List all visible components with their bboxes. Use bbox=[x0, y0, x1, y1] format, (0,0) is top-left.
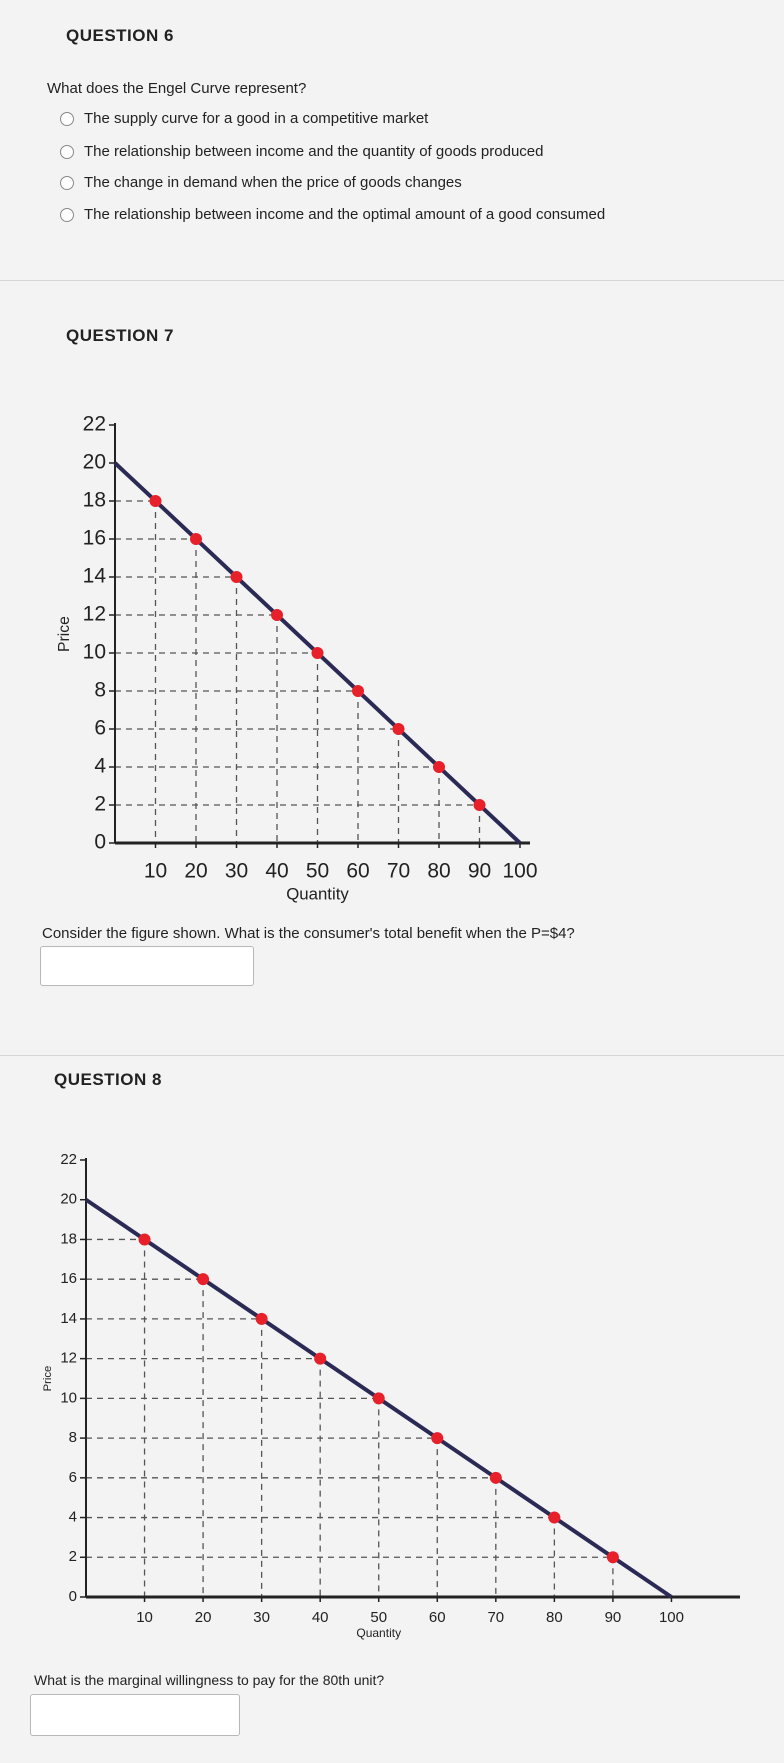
y-tick-label: 20 bbox=[83, 451, 106, 474]
y-tick-label: 6 bbox=[69, 1469, 77, 1486]
x-tick-label: 20 bbox=[184, 860, 207, 883]
y-tick-label: 22 bbox=[83, 413, 106, 436]
point bbox=[138, 1233, 151, 1246]
x-tick-label: 10 bbox=[144, 860, 167, 883]
point bbox=[314, 1352, 327, 1365]
y-tick-label: 18 bbox=[60, 1230, 77, 1247]
x-tick-label: 50 bbox=[306, 860, 329, 883]
point bbox=[190, 533, 202, 545]
y-tick-label: 6 bbox=[94, 717, 106, 740]
point bbox=[271, 609, 283, 621]
x-axis-label: Quantity bbox=[286, 884, 349, 903]
x-tick-label: 70 bbox=[387, 860, 410, 883]
question-heading: QUESTION 6 bbox=[66, 26, 174, 45]
x-tick-label: 80 bbox=[427, 860, 450, 883]
option[interactable]: The relationship between income and the … bbox=[60, 143, 543, 160]
point bbox=[311, 647, 324, 659]
y-tick-label: 0 bbox=[69, 1588, 77, 1605]
y-tick-label: 14 bbox=[83, 565, 107, 588]
y-tick-label: 8 bbox=[69, 1429, 77, 1446]
separator bbox=[0, 280, 784, 281]
point bbox=[606, 1551, 619, 1564]
x-tick-label: 100 bbox=[659, 1609, 684, 1626]
point bbox=[473, 799, 486, 811]
x-tick-label: 90 bbox=[468, 860, 491, 883]
point bbox=[489, 1471, 502, 1484]
x-tick-label: 60 bbox=[429, 1609, 446, 1626]
option-text: The relationship between income and the … bbox=[84, 143, 544, 160]
point bbox=[149, 495, 162, 507]
y-axis-label: Price bbox=[56, 616, 73, 652]
y-tick-label: 14 bbox=[60, 1310, 77, 1327]
radio[interactable] bbox=[60, 207, 74, 222]
x-axis-label: Quantity bbox=[356, 1626, 401, 1640]
x-tick-label: 40 bbox=[312, 1609, 329, 1626]
point bbox=[548, 1511, 561, 1524]
point bbox=[431, 1432, 444, 1445]
x-tick-label: 50 bbox=[370, 1609, 387, 1626]
y-tick-label: 8 bbox=[94, 679, 106, 702]
x-tick-label: 30 bbox=[253, 1609, 270, 1626]
x-tick-label: 70 bbox=[487, 1609, 504, 1626]
y-tick-label: 2 bbox=[94, 793, 106, 816]
x-tick-label: 80 bbox=[546, 1609, 563, 1626]
question-text: Consider the figure shown. What is the c… bbox=[42, 925, 575, 942]
y-tick-label: 10 bbox=[60, 1389, 77, 1406]
chart: 0 2 4 6 8 10 12 14 16 18 20 22 10 20 30 40 50 60 70 80 90 100… bbox=[42, 1151, 740, 1640]
y-tick-label: 18 bbox=[83, 489, 106, 512]
y-tick-label: 12 bbox=[83, 603, 106, 626]
option-text: The change in demand when the price of g… bbox=[84, 174, 462, 191]
point bbox=[392, 723, 405, 735]
chart: 0 2 4 6 8 10 12 14 16 18 20 22 10 20 30 40 50 60 70 80 90 100… bbox=[56, 413, 537, 904]
x-tick-label: 100 bbox=[502, 860, 537, 883]
y-tick-label: 16 bbox=[83, 527, 106, 550]
answer-box[interactable] bbox=[40, 946, 254, 986]
question-heading: QUESTION 8 bbox=[54, 1070, 162, 1089]
x-tick-label: 20 bbox=[195, 1609, 212, 1626]
radio[interactable] bbox=[60, 175, 74, 190]
separator bbox=[0, 1055, 784, 1056]
x-tick-label: 60 bbox=[346, 860, 369, 883]
y-axis-label: Price bbox=[42, 1366, 54, 1392]
point bbox=[352, 685, 364, 697]
option[interactable]: The change in demand when the price of g… bbox=[60, 174, 462, 191]
question-text: What is the marginal willingness to pay … bbox=[34, 1672, 385, 1688]
point bbox=[372, 1392, 385, 1405]
point bbox=[255, 1312, 268, 1325]
y-tick-label: 12 bbox=[60, 1350, 77, 1367]
y-tick-label: 0 bbox=[94, 831, 106, 854]
question-text: What does the Engel Curve represent? bbox=[47, 80, 307, 97]
y-tick-label: 4 bbox=[94, 755, 106, 778]
y-tick-label: 4 bbox=[69, 1509, 77, 1526]
point bbox=[433, 761, 445, 773]
x-tick-label: 10 bbox=[136, 1609, 153, 1626]
point bbox=[230, 571, 243, 583]
y-tick-label: 16 bbox=[60, 1270, 77, 1287]
x-tick-label: 40 bbox=[265, 860, 288, 883]
point bbox=[197, 1273, 210, 1286]
question-heading: QUESTION 7 bbox=[66, 326, 174, 345]
y-tick-label: 10 bbox=[83, 641, 106, 664]
option-text: The supply curve for a good in a competi… bbox=[84, 110, 429, 127]
radio[interactable] bbox=[60, 144, 74, 159]
answer-box[interactable] bbox=[30, 1694, 240, 1736]
option[interactable]: The supply curve for a good in a competi… bbox=[60, 110, 428, 127]
radio[interactable] bbox=[60, 111, 74, 126]
x-tick-label: 30 bbox=[225, 860, 248, 883]
y-tick-label: 22 bbox=[60, 1151, 77, 1168]
option[interactable]: The relationship between income and the … bbox=[60, 206, 605, 223]
option-text: The relationship between income and the … bbox=[84, 206, 606, 223]
x-tick-label: 90 bbox=[605, 1609, 622, 1626]
y-tick-label: 2 bbox=[69, 1548, 77, 1565]
y-tick-label: 20 bbox=[60, 1191, 77, 1208]
